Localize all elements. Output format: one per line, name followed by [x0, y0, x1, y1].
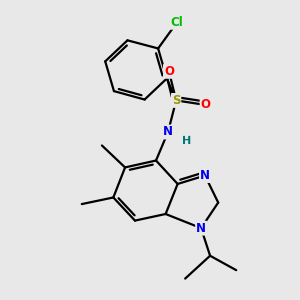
- Text: H: H: [182, 134, 192, 148]
- Text: N: N: [200, 169, 210, 182]
- Text: H: H: [182, 136, 192, 146]
- Text: N: N: [196, 222, 206, 235]
- Text: O: O: [164, 65, 174, 78]
- Text: N: N: [163, 125, 173, 139]
- Text: Cl: Cl: [171, 16, 183, 29]
- Text: O: O: [201, 98, 211, 111]
- Text: S: S: [172, 94, 180, 107]
